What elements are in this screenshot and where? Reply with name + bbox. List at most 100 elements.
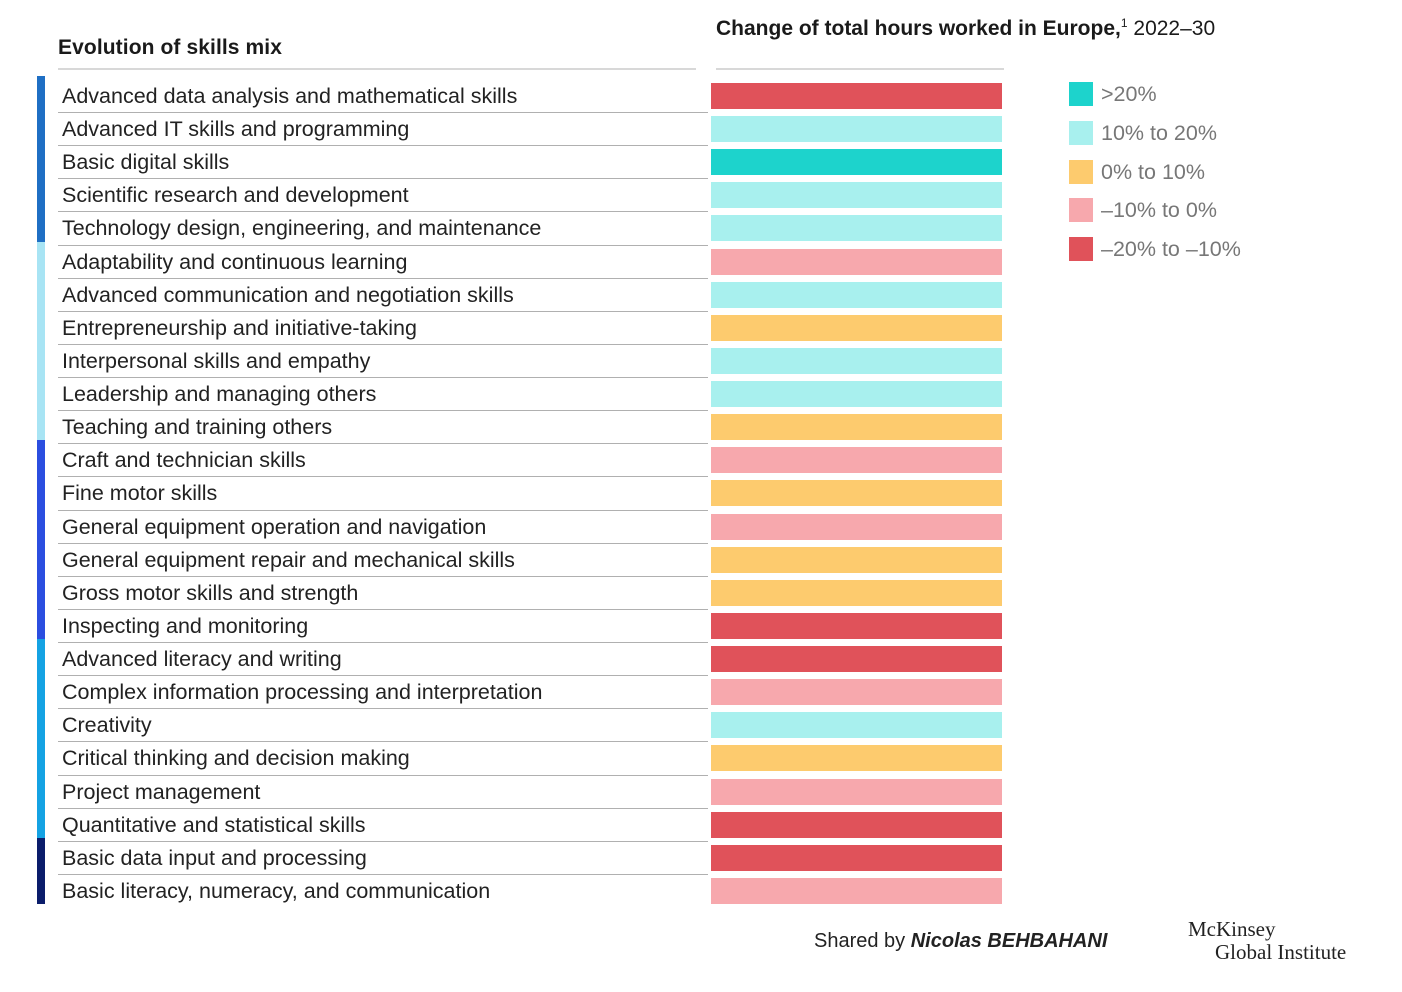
mckinsey-logo: McKinsey Global Institute <box>1188 918 1346 964</box>
row-divider <box>58 112 708 114</box>
row-divider <box>58 310 708 312</box>
skill-label: Adaptability and continuous learning <box>62 249 408 274</box>
skill-label: Fine motor skills <box>62 481 218 506</box>
change-bar <box>711 414 1002 441</box>
row-divider <box>58 244 708 246</box>
skill-label: Teaching and training others <box>62 415 333 440</box>
row-divider <box>58 708 708 710</box>
skill-category-bar <box>37 76 45 242</box>
change-bar <box>711 314 1002 341</box>
change-bar <box>711 679 1002 706</box>
row-divider <box>58 575 708 577</box>
legend-swatch <box>1069 198 1093 223</box>
skill-label: Advanced IT skills and programming <box>62 117 410 142</box>
skill-label: Quantitative and statistical skills <box>62 812 366 837</box>
change-bar <box>711 877 1002 904</box>
skill-label: Basic data input and processing <box>62 845 367 870</box>
legend-label: >20% <box>1101 82 1157 106</box>
row-divider <box>58 211 708 213</box>
hours-header-divider <box>716 68 1004 70</box>
footnote-marker: 1 <box>1120 16 1128 30</box>
change-bar <box>711 248 1002 275</box>
skill-label: Craft and technician skills <box>62 448 306 473</box>
change-bar <box>711 83 1002 109</box>
row-divider <box>58 410 708 412</box>
change-bar <box>711 745 1002 772</box>
legend-label: 10% to 20% <box>1101 120 1217 145</box>
row-divider <box>58 509 708 511</box>
row-divider <box>58 476 708 478</box>
brand-line-1: McKinsey <box>1188 917 1276 941</box>
row-divider <box>58 741 708 743</box>
shared-by-prefix: Shared by <box>814 930 906 952</box>
hours-title-bold: Change of total hours worked in Europe, <box>716 17 1121 40</box>
row-divider <box>58 807 708 809</box>
brand-line-2: Global Institute <box>1215 940 1347 964</box>
skill-category-bar <box>37 440 45 640</box>
row-divider <box>58 642 708 644</box>
row-divider <box>58 774 708 776</box>
skill-label: General equipment operation and navigati… <box>62 514 487 539</box>
skill-label: Inspecting and monitoring <box>62 613 309 638</box>
skill-label: Project management <box>62 779 261 804</box>
skill-label: Gross motor skills and strength <box>62 580 359 605</box>
legend-label: –10% to 0% <box>1101 198 1217 223</box>
skills-column-title: Evolution of skills mix <box>58 36 283 59</box>
change-bar <box>711 116 1002 143</box>
row-divider <box>58 608 708 610</box>
change-bar <box>711 182 1002 209</box>
change-bar <box>711 712 1002 739</box>
change-bar <box>711 480 1002 507</box>
row-divider <box>58 443 708 445</box>
skill-label: Interpersonal skills and empathy <box>62 348 371 373</box>
change-bar <box>711 281 1002 308</box>
skills-header-divider <box>58 68 696 70</box>
row-divider <box>58 178 708 180</box>
shared-by-credit: Shared by Nicolas BEHBAHANI <box>814 930 1107 953</box>
skill-label: Leadership and managing others <box>62 382 377 407</box>
skill-label: Basic digital skills <box>62 150 230 175</box>
legend-label: –20% to –10% <box>1101 237 1241 262</box>
skill-label: Advanced data analysis and mathematical … <box>62 84 518 108</box>
change-bar <box>711 381 1002 408</box>
change-bar <box>711 513 1002 540</box>
legend-swatch <box>1069 237 1093 262</box>
skill-category-bar <box>37 837 45 904</box>
skill-label: General equipment repair and mechanical … <box>62 547 515 572</box>
skill-label: Advanced literacy and writing <box>62 647 342 672</box>
row-divider <box>58 145 708 147</box>
hours-title-period: 2022–30 <box>1133 17 1216 40</box>
change-bar <box>711 215 1002 242</box>
legend-swatch <box>1069 159 1093 184</box>
change-bar <box>711 149 1002 176</box>
change-bar <box>711 579 1002 606</box>
change-bar <box>711 612 1002 639</box>
row-divider <box>58 542 708 544</box>
legend-swatch <box>1069 120 1093 145</box>
change-bar <box>711 844 1002 871</box>
legend-swatch <box>1069 82 1093 106</box>
row-divider <box>58 277 708 279</box>
legend-label: 0% to 10% <box>1101 159 1205 184</box>
change-bar <box>711 546 1002 573</box>
row-divider <box>58 873 708 875</box>
row-divider <box>58 343 708 345</box>
shared-by-name: Nicolas BEHBAHANI <box>910 930 1108 952</box>
change-bar <box>711 646 1002 673</box>
change-bar <box>711 347 1002 374</box>
skill-category-bar <box>37 241 45 441</box>
skill-category-bar <box>37 639 45 838</box>
skill-label: Advanced communication and negotiation s… <box>62 282 514 307</box>
change-bar <box>711 811 1002 838</box>
row-divider <box>58 840 708 842</box>
skill-label: Complex information processing and inter… <box>62 680 543 705</box>
skill-label: Critical thinking and decision making <box>62 746 410 771</box>
skill-label: Scientific research and development <box>62 183 409 208</box>
skill-label: Entrepreneurship and initiative-taking <box>62 315 417 340</box>
skill-label: Basic literacy, numeracy, and communicat… <box>62 878 491 903</box>
change-bar <box>711 778 1002 805</box>
row-divider <box>58 377 708 379</box>
change-bar <box>711 447 1002 474</box>
skill-label: Technology design, engineering, and main… <box>62 216 542 241</box>
